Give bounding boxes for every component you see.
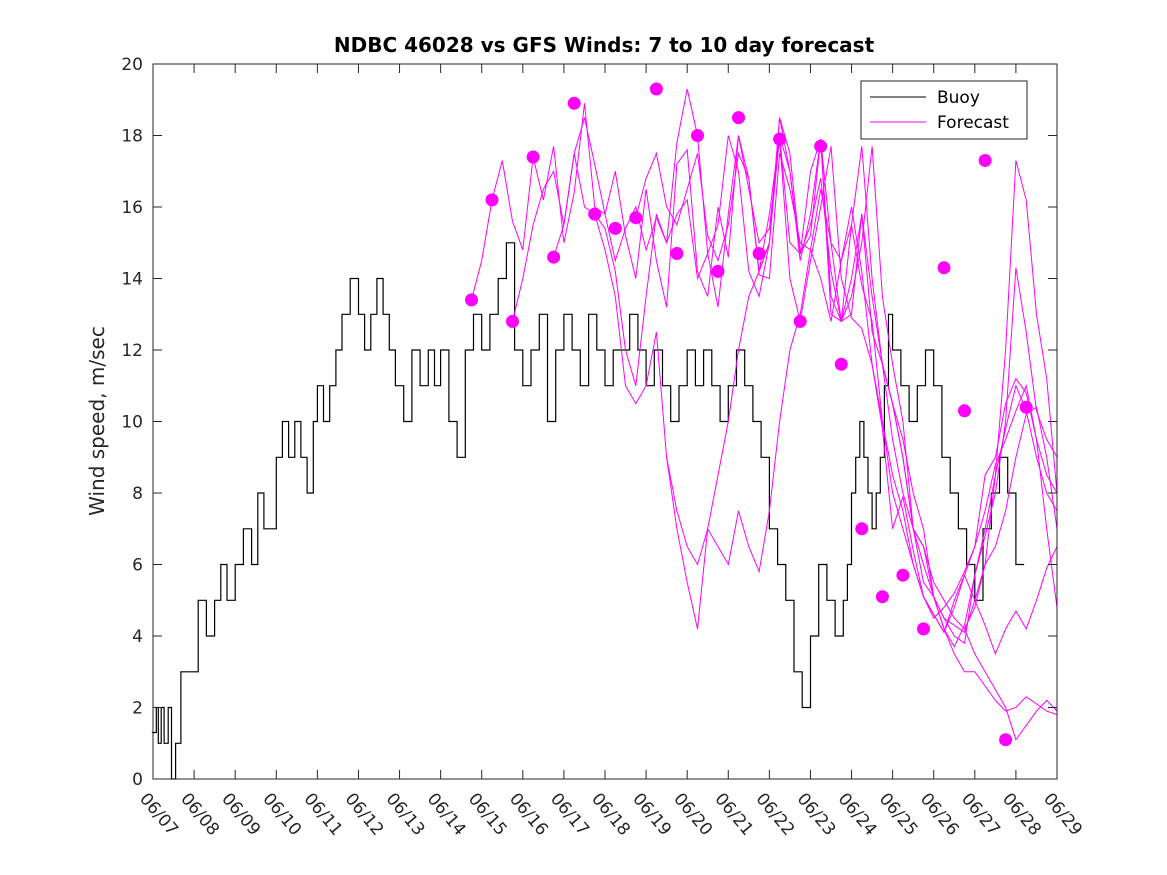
y-tick-label: 8 (132, 484, 143, 504)
forecast-line-7 (758, 135, 1058, 716)
y-tick-label: 6 (132, 556, 143, 576)
y-tick-label: 4 (132, 627, 143, 647)
forecast-marker (1019, 400, 1033, 414)
forecast-marker (978, 154, 992, 167)
y-tick-label: 14 (121, 270, 143, 290)
forecast-marker (691, 129, 704, 142)
forecast-marker (793, 314, 807, 328)
forecast-marker (670, 247, 684, 260)
y-tick-label: 0 (132, 770, 143, 790)
forecast-marker (875, 590, 889, 604)
forecast-marker (917, 622, 930, 636)
forecast-marker (999, 733, 1013, 747)
forecast-line-4 (594, 206, 1058, 634)
forecast-marker (588, 207, 602, 221)
y-tick-label: 18 (121, 127, 143, 147)
forecast-marker (608, 221, 622, 235)
forecast-marker (896, 568, 910, 582)
forecast-marker (752, 247, 766, 260)
y-tick-label: 12 (121, 341, 143, 361)
forecast-marker (649, 82, 663, 96)
forecast-marker (834, 357, 848, 371)
forecast-marker (567, 96, 581, 110)
legend: Buoy Forecast (860, 80, 1028, 140)
forecast-line-1 (471, 103, 1058, 656)
y-axis: 0 2 4 6 8 10 12 14 16 18 20 (121, 55, 1057, 790)
chart-title: NDBC 46028 vs GFS Winds: 7 to 10 day for… (334, 33, 875, 57)
forecast-marker (732, 111, 745, 125)
forecast-marker (773, 132, 787, 146)
forecast-line-5 (635, 151, 1058, 619)
forecast-line-6 (666, 135, 1058, 634)
forecast-series-group (471, 88, 1058, 741)
forecast-marker (855, 522, 869, 536)
forecast-marker (465, 293, 478, 307)
forecast-marker (485, 193, 499, 207)
buoy-series (151, 242, 1025, 780)
forecast-marker (814, 139, 828, 153)
forecast-markers (465, 82, 1033, 747)
forecast-marker (506, 314, 519, 328)
legend-label-buoy: Buoy (937, 88, 980, 108)
forecast-line-8 (881, 160, 1058, 630)
legend-box (860, 80, 1028, 140)
forecast-marker (629, 211, 643, 225)
y-tick-label: 10 (121, 413, 143, 433)
forecast-marker (711, 264, 725, 278)
legend-label-forecast: Forecast (937, 113, 1009, 133)
forecast-marker (547, 250, 561, 264)
y-axis-label: Wind speed, m/sec (85, 326, 109, 516)
y-tick-label: 20 (121, 55, 143, 75)
forecast-marker (958, 404, 971, 418)
forecast-line-9 (964, 628, 1058, 741)
buoy-line (151, 242, 1025, 780)
forecast-marker (937, 261, 951, 275)
y-tick-label: 2 (132, 699, 143, 719)
plot-area (153, 64, 1057, 779)
forecast-marker (526, 150, 540, 164)
y-tick-label: 16 (121, 198, 143, 218)
